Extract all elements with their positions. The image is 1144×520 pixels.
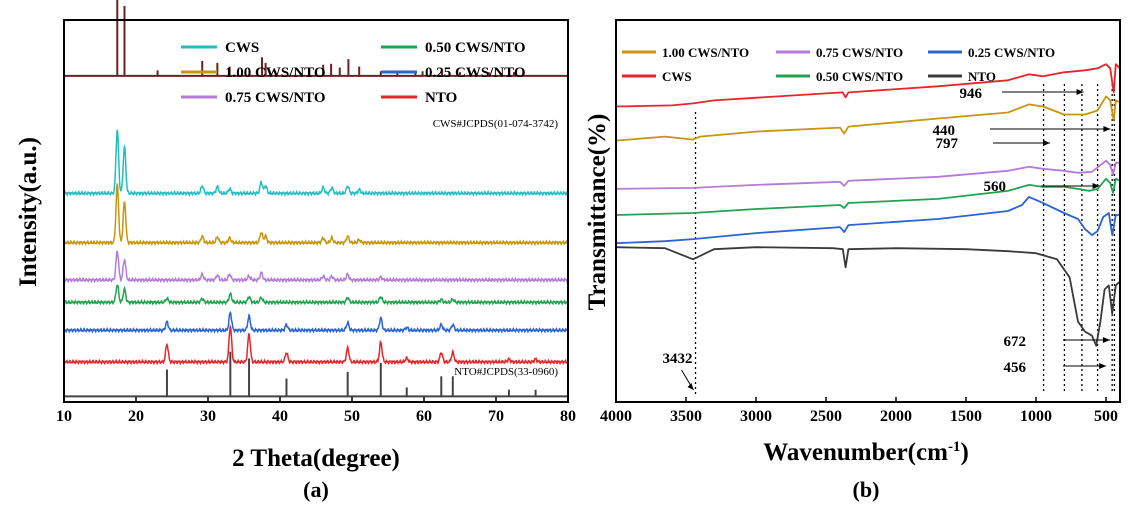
x-tick-label: 60	[416, 408, 432, 425]
x-tick-label: 500	[1094, 408, 1118, 425]
annotation-456: 456	[1004, 360, 1027, 376]
cws-reference-label: CWS#JCPDS(01-074-3742)	[433, 118, 559, 130]
x-tick-label: 2500	[810, 408, 842, 425]
ftir-reference-lines	[694, 84, 1116, 394]
x-tick-label: 4000	[600, 408, 632, 425]
legend-label-0-75-cws-nto: 0.75 CWS/NTO	[225, 90, 326, 106]
series-0-25-cws-nto	[615, 196, 1120, 245]
legend-label-1-00-cws-nto: 1.00 CWS/NTO	[225, 65, 326, 81]
legend-label-cws: CWS	[225, 40, 259, 56]
x-tick-label: 40	[272, 408, 288, 425]
legend-label-0-25-cws-nto: 0.25 CWS/NTO	[968, 45, 1055, 60]
legend-label-0-50-cws-nto: 0.50 CWS/NTO	[816, 69, 903, 84]
xrd-x-axis-title: 2 Theta(degree)	[232, 445, 400, 472]
ftir-axes-frame	[615, 19, 1121, 403]
ftir-x-axis-title-main: Wavenumber(cm	[763, 439, 948, 466]
x-tick-label: 1500	[950, 408, 982, 425]
x-tick-label: 20	[128, 408, 144, 425]
xrd-x-ticks: 10 20 30 40 50 60 70 80	[56, 397, 576, 425]
x-tick-label: 70	[488, 408, 504, 425]
x-tick-label: 3500	[670, 408, 702, 425]
series-0-75-cws-nto	[615, 159, 1120, 190]
xrd-panel: 10 20 30 40 50 60 70 80 CWS 1.00 CWS/NTO 0.75 CWS…	[15, 0, 576, 502]
legend-label-0-50-cws-nto: 0.50 CWS/NTO	[425, 40, 526, 56]
xrd-legend: CWS 1.00 CWS/NTO 0.75 CWS/NTO 0.50 CWS/NTO 0…	[181, 40, 526, 106]
x-tick-label: 10	[56, 408, 72, 425]
x-tick-label: 3000	[740, 408, 772, 425]
series-nto	[615, 246, 1121, 347]
series-nto	[63, 324, 569, 366]
ftir-x-ticks: 4000 3500 3000 2500 2000 1500 1000 500	[600, 397, 1118, 425]
x-tick-label: 1000	[1020, 408, 1052, 425]
x-tick-label: 30	[200, 408, 216, 425]
xrd-plot-area	[63, 0, 569, 398]
annotation-440: 440	[933, 123, 956, 139]
series-cws	[615, 63, 1121, 108]
ftir-x-axis-title-close: )	[960, 439, 968, 466]
arrow-head	[687, 383, 694, 390]
arrow-head	[1076, 89, 1084, 95]
ftir-x-axis-title: Wavenumber(cm-1)	[763, 439, 969, 466]
annotation-672: 672	[1004, 334, 1027, 350]
annotation-3432: 3432	[663, 351, 693, 367]
series-0-50-cws-nto	[63, 284, 569, 306]
reference-pattern-cws-jcpds-01-074-3742	[64, 0, 568, 77]
annotation-946: 946	[960, 86, 983, 102]
legend-label-nto: NTO	[425, 90, 457, 106]
annotation-560: 560	[984, 179, 1007, 195]
xrd-y-axis-title: Intensity(a.u.)	[15, 137, 42, 287]
series-0-25-cws-nto	[63, 311, 569, 334]
ftir-plot-area	[615, 63, 1121, 347]
ftir-x-axis-title-sup: -1	[948, 439, 961, 455]
arrow-head	[1043, 140, 1050, 146]
legend-label-0-25-cws-nto: 0.25 CWS/NTO	[425, 65, 526, 81]
ftir-y-axis-title: Transmittance(%)	[584, 114, 611, 311]
reference-pattern-nto-jcpds-33-0960	[64, 351, 568, 398]
nto-reference-label: NTO#JCPDS(33-0960)	[454, 366, 558, 378]
series-1-00-cws-nto	[63, 183, 569, 247]
series-cws	[63, 129, 569, 197]
ftir-legend: 1.00 CWS/NTO 0.75 CWS/NTO 0.25 CWS/NTO CWS 0…	[622, 45, 1055, 84]
panel-label-a: (a)	[303, 477, 329, 502]
legend-label-nto: NTO	[968, 69, 996, 84]
legend-label-cws: CWS	[662, 69, 692, 84]
arrow-head	[1099, 363, 1107, 369]
arrow-head	[1103, 126, 1111, 132]
series-0-75-cws-nto	[63, 250, 569, 284]
arrow-head	[1102, 337, 1110, 343]
series-1-00-cws-nto	[615, 95, 1121, 142]
legend-label-1-00-cws-nto: 1.00 CWS/NTO	[662, 45, 749, 60]
x-tick-label: 2000	[880, 408, 912, 425]
xrd-axes-frame	[63, 19, 569, 403]
x-tick-label: 80	[560, 408, 576, 425]
panel-label-b: (b)	[853, 477, 880, 502]
x-tick-label: 50	[344, 408, 360, 425]
ftir-panel: 4000 3500 3000 2500 2000 1500 1000 500 1.00 CWS…	[584, 19, 1121, 502]
arrow-head	[1092, 183, 1100, 189]
series-0-50-cws-nto	[615, 177, 1121, 216]
legend-label-0-75-cws-nto: 0.75 CWS/NTO	[816, 45, 903, 60]
annotation-797: 797	[936, 136, 959, 152]
